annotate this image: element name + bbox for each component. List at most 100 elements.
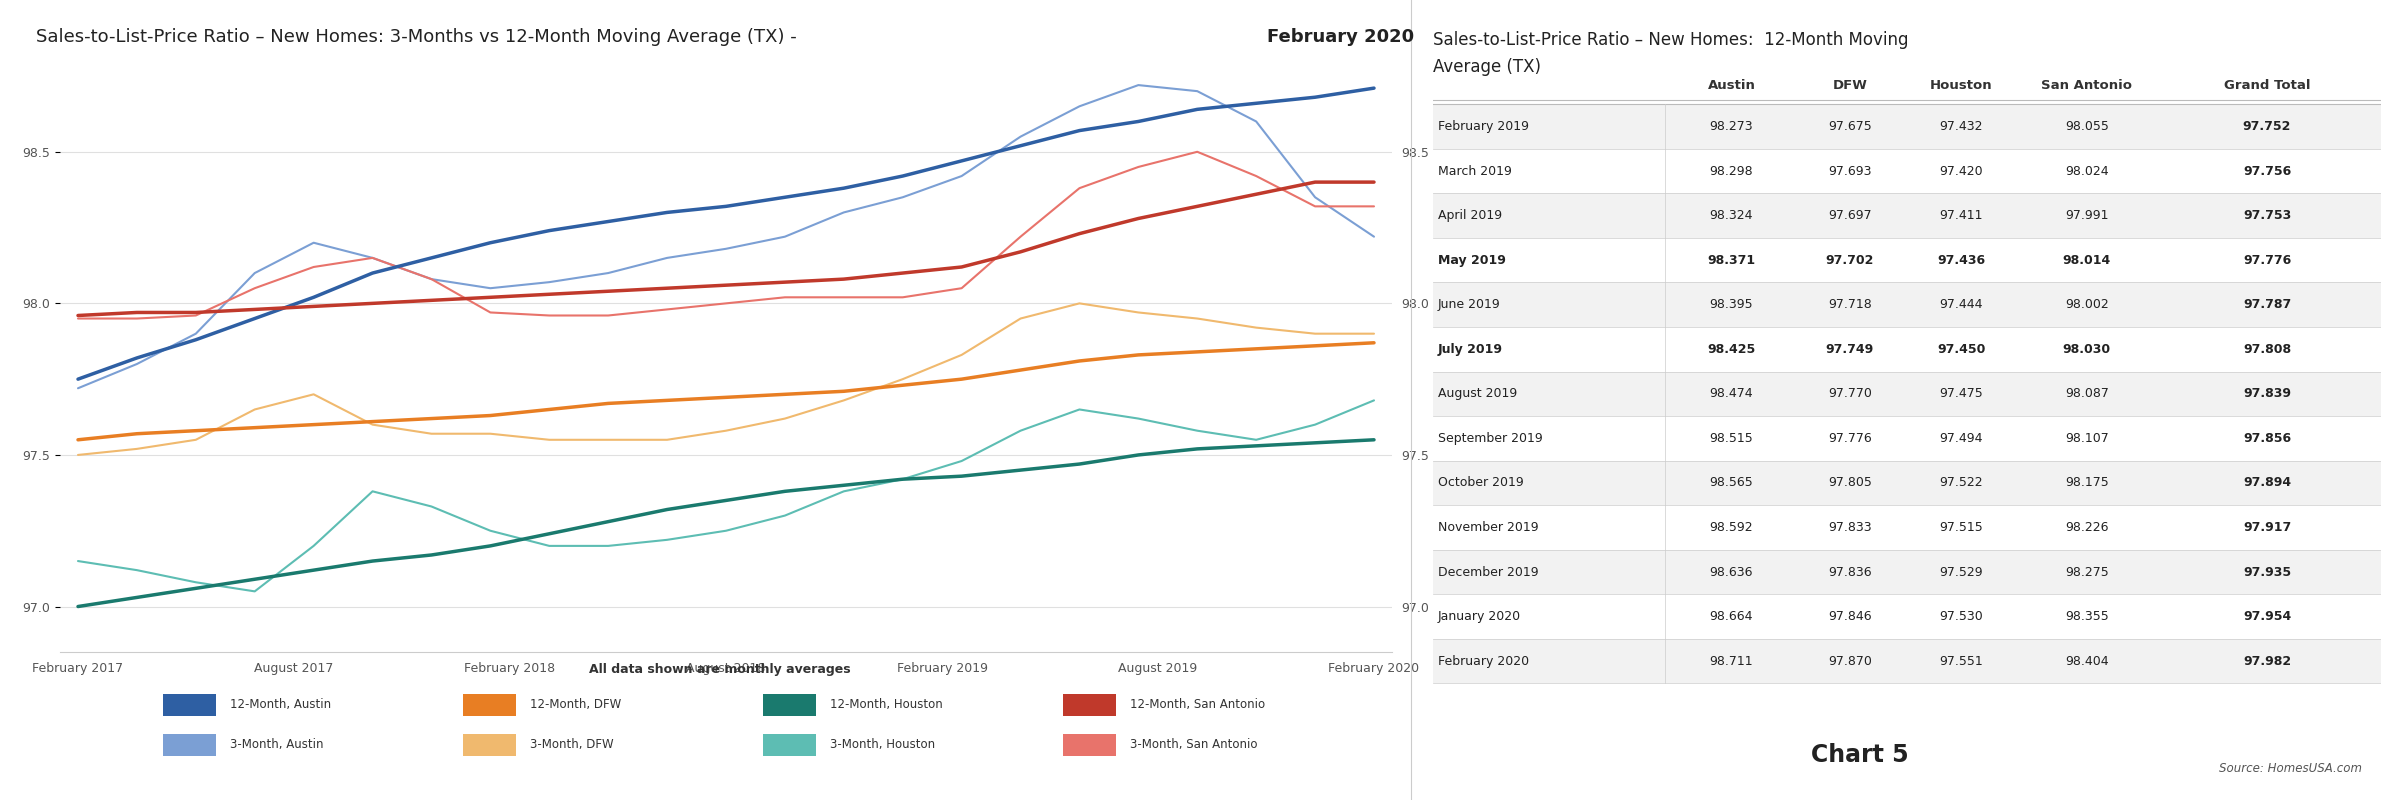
Text: 97.411: 97.411 [1939, 209, 1982, 222]
Text: October 2019: October 2019 [1438, 477, 1524, 490]
Text: 97.530: 97.530 [1939, 610, 1982, 623]
Text: 97.450: 97.450 [1937, 343, 1985, 356]
Text: July 2019: July 2019 [1438, 343, 1502, 356]
Text: 97.475: 97.475 [1939, 387, 1982, 400]
Text: 97.551: 97.551 [1939, 654, 1982, 668]
Text: 98.355: 98.355 [2064, 610, 2110, 623]
Text: 97.846: 97.846 [1829, 610, 1872, 623]
Text: 97.917: 97.917 [2244, 521, 2292, 534]
Text: DFW: DFW [1834, 78, 1867, 92]
Text: 98.371: 98.371 [1706, 254, 1754, 266]
Bar [1433, 639, 2381, 683]
Bar [1433, 238, 2381, 282]
Bar [1433, 416, 2381, 461]
Text: 98.324: 98.324 [1709, 209, 1752, 222]
Bar [1433, 371, 2381, 416]
Text: 97.894: 97.894 [2244, 477, 2292, 490]
Text: 98.298: 98.298 [1709, 165, 1754, 178]
Text: 97.787: 97.787 [2244, 298, 2292, 311]
Text: May 2019: May 2019 [1438, 254, 1505, 266]
Text: 97.954: 97.954 [2244, 610, 2292, 623]
Text: 98.087: 98.087 [2064, 387, 2110, 400]
Text: 97.529: 97.529 [1939, 566, 1982, 578]
Text: 12-Month, Houston: 12-Month, Houston [830, 698, 943, 711]
Text: 97.839: 97.839 [2244, 387, 2292, 400]
Text: 98.273: 98.273 [1709, 120, 1754, 133]
Text: 97.833: 97.833 [1829, 521, 1872, 534]
Text: All data shown are monthly averages: All data shown are monthly averages [588, 663, 852, 676]
Text: 97.756: 97.756 [2244, 165, 2292, 178]
Bar [1433, 194, 2381, 238]
Text: 97.693: 97.693 [1829, 165, 1872, 178]
Text: 98.592: 98.592 [1709, 521, 1754, 534]
Text: 98.636: 98.636 [1709, 566, 1752, 578]
Text: 3-Month, Austin: 3-Month, Austin [230, 738, 324, 751]
Text: 97.805: 97.805 [1829, 477, 1872, 490]
Text: 97.675: 97.675 [1829, 120, 1872, 133]
Text: 98.226: 98.226 [2064, 521, 2110, 534]
Text: 97.749: 97.749 [1826, 343, 1874, 356]
Text: 97.718: 97.718 [1829, 298, 1872, 311]
Text: 98.107: 98.107 [2064, 432, 2110, 445]
Bar [1433, 594, 2381, 639]
Text: 12-Month, DFW: 12-Month, DFW [530, 698, 622, 711]
Text: 98.014: 98.014 [2062, 254, 2112, 266]
Text: September 2019: September 2019 [1438, 432, 1543, 445]
Text: Sales-to-List-Price Ratio – New Homes:  12-Month Moving: Sales-to-List-Price Ratio – New Homes: 1… [1433, 31, 1908, 50]
Text: 98.024: 98.024 [2064, 165, 2110, 178]
Text: 98.425: 98.425 [1706, 343, 1754, 356]
Text: 97.702: 97.702 [1826, 254, 1874, 266]
Text: 98.474: 98.474 [1709, 387, 1754, 400]
Text: 97.436: 97.436 [1937, 254, 1985, 266]
Text: June 2019: June 2019 [1438, 298, 1500, 311]
Text: Sales-to-List-Price Ratio – New Homes: 3-Months vs 12-Month Moving Average (TX) : Sales-to-List-Price Ratio – New Homes: 3… [36, 28, 802, 46]
Bar [1433, 104, 2381, 149]
Bar [1433, 282, 2381, 327]
Text: 98.395: 98.395 [1709, 298, 1754, 311]
Text: August 2019: August 2019 [1438, 387, 1517, 400]
Text: February 2020: February 2020 [1438, 654, 1529, 668]
Text: 12-Month, Austin: 12-Month, Austin [230, 698, 331, 711]
Text: Grand Total: Grand Total [2225, 78, 2311, 92]
Text: January 2020: January 2020 [1438, 610, 1522, 623]
Text: 98.515: 98.515 [1709, 432, 1754, 445]
Text: Chart 5: Chart 5 [1810, 743, 1908, 767]
Text: 98.711: 98.711 [1709, 654, 1754, 668]
Text: 97.935: 97.935 [2244, 566, 2292, 578]
Text: 97.836: 97.836 [1829, 566, 1872, 578]
Text: 98.664: 98.664 [1709, 610, 1752, 623]
Text: 98.275: 98.275 [2064, 566, 2110, 578]
Text: 97.808: 97.808 [2244, 343, 2292, 356]
Bar [1433, 149, 2381, 194]
Text: Austin: Austin [1706, 78, 1754, 92]
Text: 98.565: 98.565 [1709, 477, 1754, 490]
Bar [1433, 327, 2381, 371]
Text: 3-Month, Houston: 3-Month, Houston [830, 738, 936, 751]
Text: 97.522: 97.522 [1939, 477, 1982, 490]
Text: April 2019: April 2019 [1438, 209, 1502, 222]
Text: 97.515: 97.515 [1939, 521, 1982, 534]
Text: 97.444: 97.444 [1939, 298, 1982, 311]
Text: 97.776: 97.776 [2244, 254, 2292, 266]
Text: 97.494: 97.494 [1939, 432, 1982, 445]
Text: 97.753: 97.753 [2244, 209, 2292, 222]
Text: 98.404: 98.404 [2064, 654, 2110, 668]
Text: Source: HomesUSA.com: Source: HomesUSA.com [2220, 762, 2362, 774]
Text: Houston: Houston [1930, 78, 1992, 92]
Text: 12-Month, San Antonio: 12-Month, San Antonio [1130, 698, 1265, 711]
Text: December 2019: December 2019 [1438, 566, 1538, 578]
Text: 98.175: 98.175 [2064, 477, 2110, 490]
Text: San Antonio: San Antonio [2042, 78, 2134, 92]
Bar [1433, 461, 2381, 506]
Text: 97.770: 97.770 [1829, 387, 1872, 400]
Text: 98.002: 98.002 [2064, 298, 2110, 311]
Text: February 2020: February 2020 [1267, 28, 1414, 46]
Text: 97.752: 97.752 [2244, 120, 2292, 133]
Text: 3-Month, DFW: 3-Month, DFW [530, 738, 614, 751]
Text: March 2019: March 2019 [1438, 165, 1512, 178]
Text: 98.055: 98.055 [2064, 120, 2110, 133]
Text: Average (TX): Average (TX) [1433, 58, 1541, 76]
Text: 97.776: 97.776 [1829, 432, 1872, 445]
Text: 97.856: 97.856 [2244, 432, 2292, 445]
Bar [1433, 550, 2381, 594]
